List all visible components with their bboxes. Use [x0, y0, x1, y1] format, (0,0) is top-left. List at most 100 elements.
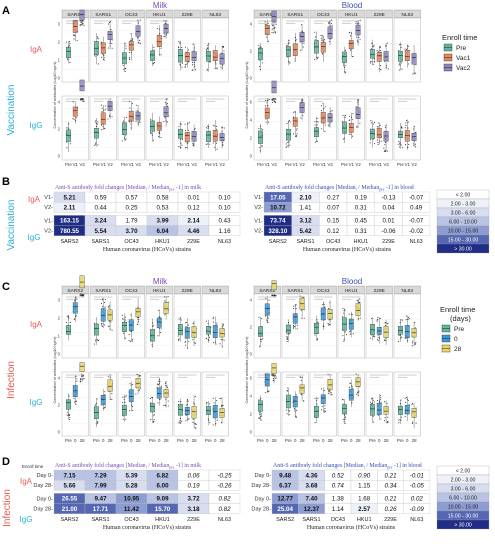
fold-legend-label: > 30.00 — [454, 523, 472, 529]
fold-cell-value: -0.25 — [217, 472, 232, 479]
box — [271, 80, 277, 94]
fold-cell-value: 12.37 — [304, 506, 320, 513]
data-point — [80, 295, 82, 297]
x-tick-label: Pre — [177, 438, 184, 443]
x-tick-label: V1 — [73, 162, 79, 167]
data-point — [321, 304, 323, 306]
data-point — [272, 32, 274, 34]
data-point — [160, 54, 162, 56]
data-point — [101, 111, 103, 113]
data-point — [184, 341, 186, 343]
data-point — [314, 124, 316, 126]
data-point — [380, 418, 382, 420]
strip-header-label: NL63 — [210, 12, 222, 18]
fold-column-label: OC43 — [124, 239, 138, 245]
box — [66, 46, 71, 59]
data-point — [384, 141, 386, 144]
data-point — [260, 46, 262, 48]
data-point — [376, 320, 378, 322]
box — [327, 26, 333, 39]
fold-column-label: OC43 — [326, 239, 340, 245]
data-point — [296, 324, 298, 326]
data-point — [272, 25, 274, 27]
data-point — [188, 341, 190, 343]
fold-cell — [208, 225, 241, 236]
x-tick-label: Pre — [285, 438, 292, 443]
data-point — [296, 328, 298, 330]
data-point — [412, 340, 414, 342]
data-point — [164, 296, 166, 298]
x-tick-label: Pre — [285, 162, 292, 167]
data-point — [213, 342, 215, 344]
data-point — [287, 145, 289, 147]
data-point — [132, 409, 134, 411]
side-label-vaccination-a: Vaccination — [6, 85, 17, 136]
fold-row-label: Day 28- — [33, 507, 53, 513]
data-point — [321, 388, 323, 390]
fold-cell-value: -0.02 — [409, 228, 424, 235]
data-point — [386, 422, 388, 424]
data-point — [215, 142, 218, 144]
box — [411, 53, 417, 65]
legend-title-line2: (days) — [450, 314, 471, 323]
x-tick-label: 28 — [164, 438, 169, 443]
y-axis-label-a-milk: Concentration of antibodies (Log10 ng/ml… — [53, 62, 57, 129]
data-point — [328, 319, 330, 321]
data-point — [268, 121, 270, 123]
box — [94, 323, 99, 336]
data-point — [181, 66, 183, 68]
x-tick-label: 0 — [186, 438, 189, 443]
data-point — [316, 121, 318, 123]
data-point — [370, 337, 372, 339]
legend-label: Vac1 — [456, 55, 471, 62]
data-point — [324, 106, 326, 108]
box — [299, 32, 305, 43]
box — [66, 325, 71, 335]
data-point — [400, 416, 403, 418]
box — [219, 408, 225, 418]
fold-column-label: NL63 — [410, 517, 423, 523]
data-point — [79, 99, 82, 101]
y-tick-label: 0 — [58, 430, 61, 435]
data-point — [65, 321, 68, 324]
data-point — [195, 69, 197, 71]
milk-title-c: Milk — [153, 277, 168, 286]
data-point — [111, 47, 113, 49]
data-point — [398, 69, 400, 71]
data-point — [129, 51, 131, 54]
data-point — [272, 27, 274, 29]
data-point — [125, 395, 127, 397]
data-point — [194, 423, 196, 425]
data-point — [206, 70, 208, 72]
data-point — [314, 121, 316, 123]
data-point — [79, 381, 81, 383]
data-point — [345, 72, 347, 74]
fold-legend-label: 10.00 - 15.00 — [448, 505, 479, 511]
data-point — [344, 331, 346, 333]
data-point — [131, 404, 133, 406]
box — [355, 303, 361, 316]
data-point — [103, 301, 106, 304]
data-point — [95, 404, 97, 406]
data-point — [267, 316, 269, 318]
data-point — [317, 57, 319, 59]
box — [376, 52, 382, 62]
box — [286, 129, 291, 141]
data-point — [384, 417, 386, 419]
data-point — [264, 24, 266, 26]
panel-letter-d: D — [2, 456, 10, 468]
x-tick-label: V1 — [293, 162, 299, 167]
data-point — [167, 400, 169, 402]
fold-cell-value: 0.10 — [218, 194, 231, 201]
data-point — [110, 40, 112, 42]
data-point — [107, 118, 109, 120]
fold-cell-value: 163.15 — [60, 218, 79, 225]
data-point — [76, 40, 78, 42]
data-point — [399, 321, 401, 324]
fold-legend-label: < 2.00 — [456, 193, 471, 199]
fold-table-title: Anti-S antibody fold changes [Mediani / … — [273, 462, 422, 470]
data-point — [185, 404, 187, 406]
x-tick-label: 28 — [384, 438, 389, 443]
data-point — [384, 149, 386, 151]
data-point — [407, 319, 409, 321]
